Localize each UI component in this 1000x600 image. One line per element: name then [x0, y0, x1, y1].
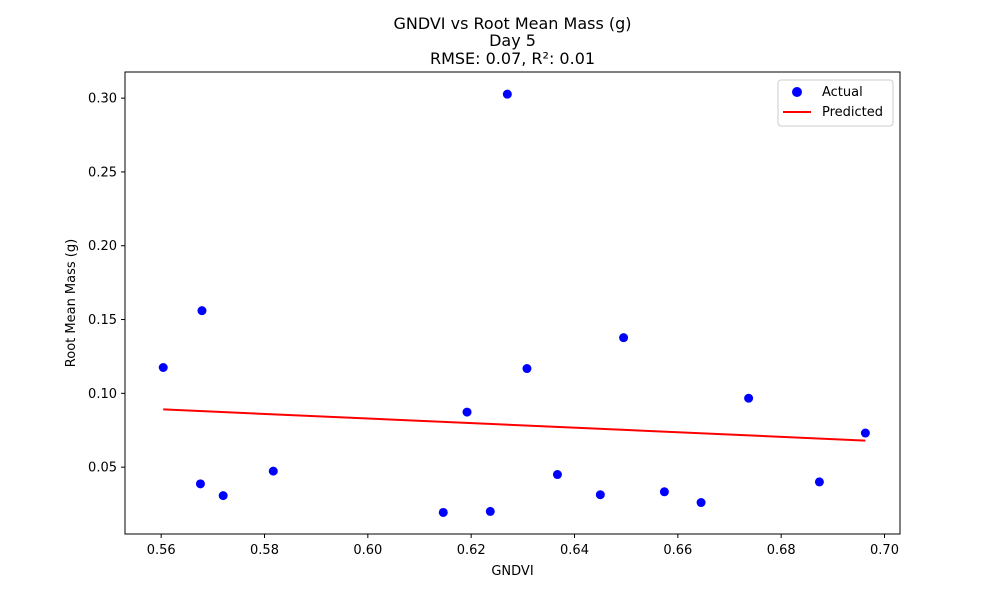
- legend-actual-marker: [792, 87, 802, 97]
- x-tick-label: 0.60: [353, 543, 382, 558]
- x-tick-label: 0.56: [147, 543, 176, 558]
- x-tick-label: 0.62: [457, 543, 486, 558]
- actual-point: [522, 364, 532, 374]
- x-tick-label: 0.68: [767, 543, 796, 558]
- chart-title-line-3: RMSE: 0.07, R²: 0.01: [430, 49, 595, 68]
- y-axis-label: Root Mean Mass (g): [64, 239, 79, 367]
- x-tick-label: 0.58: [250, 543, 279, 558]
- actual-point: [814, 477, 824, 487]
- y-tick-label: 0.20: [88, 239, 117, 254]
- actual-point: [502, 89, 512, 99]
- legend-box: [777, 79, 894, 127]
- x-tick-label: 0.66: [663, 543, 692, 558]
- plot-area: [158, 89, 870, 517]
- actual-point: [696, 498, 706, 508]
- actual-point: [659, 487, 669, 497]
- actual-point: [438, 507, 448, 517]
- legend-predicted-label: Predicted: [822, 105, 883, 120]
- actual-point: [744, 393, 754, 403]
- actual-point: [268, 466, 278, 476]
- actual-point: [619, 333, 629, 343]
- actual-point: [158, 363, 168, 373]
- legend-actual-label: Actual: [822, 85, 863, 100]
- x-tick-label: 0.64: [560, 543, 589, 558]
- y-tick-label: 0.30: [88, 92, 117, 107]
- plot-frame: [124, 71, 901, 535]
- actual-point: [860, 428, 870, 438]
- actual-point: [485, 506, 495, 516]
- predicted-line: [163, 408, 866, 442]
- actual-point: [197, 306, 207, 316]
- actual-point: [595, 490, 605, 500]
- y-tick-label: 0.25: [88, 165, 117, 180]
- x-axis-label: GNDVI: [491, 564, 533, 579]
- actual-point: [195, 479, 205, 489]
- actual-point: [462, 407, 472, 417]
- axis-ticks: 0.56 0.58 0.60 0.62 0.64 0.66 0.68 0.70 0.05 0.10…: [88, 92, 899, 558]
- chart-title-line-2: Day 5: [489, 31, 536, 50]
- chart-title-line-1: GNDVI vs Root Mean Mass (g): [393, 14, 631, 33]
- y-tick-label: 0.05: [88, 461, 117, 476]
- actual-point: [552, 470, 562, 480]
- y-tick-label: 0.15: [88, 313, 117, 328]
- y-tick-label: 0.10: [88, 387, 117, 402]
- x-tick-label: 0.70: [870, 543, 899, 558]
- legend: Actual Predicted: [777, 79, 894, 127]
- actual-point: [218, 491, 228, 501]
